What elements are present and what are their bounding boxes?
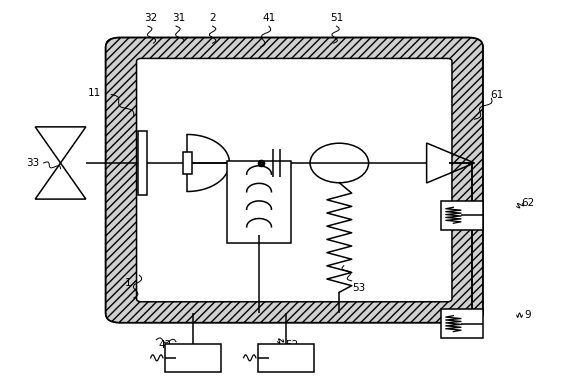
- Text: 1: 1: [125, 278, 131, 288]
- Text: 2: 2: [209, 13, 216, 23]
- Text: 9: 9: [525, 310, 531, 320]
- FancyBboxPatch shape: [106, 38, 483, 322]
- Text: 11: 11: [88, 88, 101, 98]
- Text: 32: 32: [144, 13, 157, 23]
- Bar: [441, 201, 483, 229]
- Text: 33: 33: [25, 158, 39, 168]
- Text: 62: 62: [521, 198, 535, 208]
- Text: 52: 52: [285, 340, 298, 350]
- Bar: [441, 309, 483, 338]
- FancyBboxPatch shape: [136, 59, 452, 302]
- Text: 61: 61: [490, 90, 504, 100]
- Bar: [165, 344, 221, 372]
- Text: 51: 51: [330, 13, 343, 23]
- Text: 42: 42: [158, 340, 171, 350]
- Text: 41: 41: [262, 13, 276, 23]
- Bar: [258, 344, 314, 372]
- Text: 31: 31: [172, 13, 186, 23]
- Bar: [226, 161, 291, 243]
- Bar: [183, 152, 192, 174]
- Text: 53: 53: [353, 283, 366, 293]
- Bar: [138, 131, 147, 195]
